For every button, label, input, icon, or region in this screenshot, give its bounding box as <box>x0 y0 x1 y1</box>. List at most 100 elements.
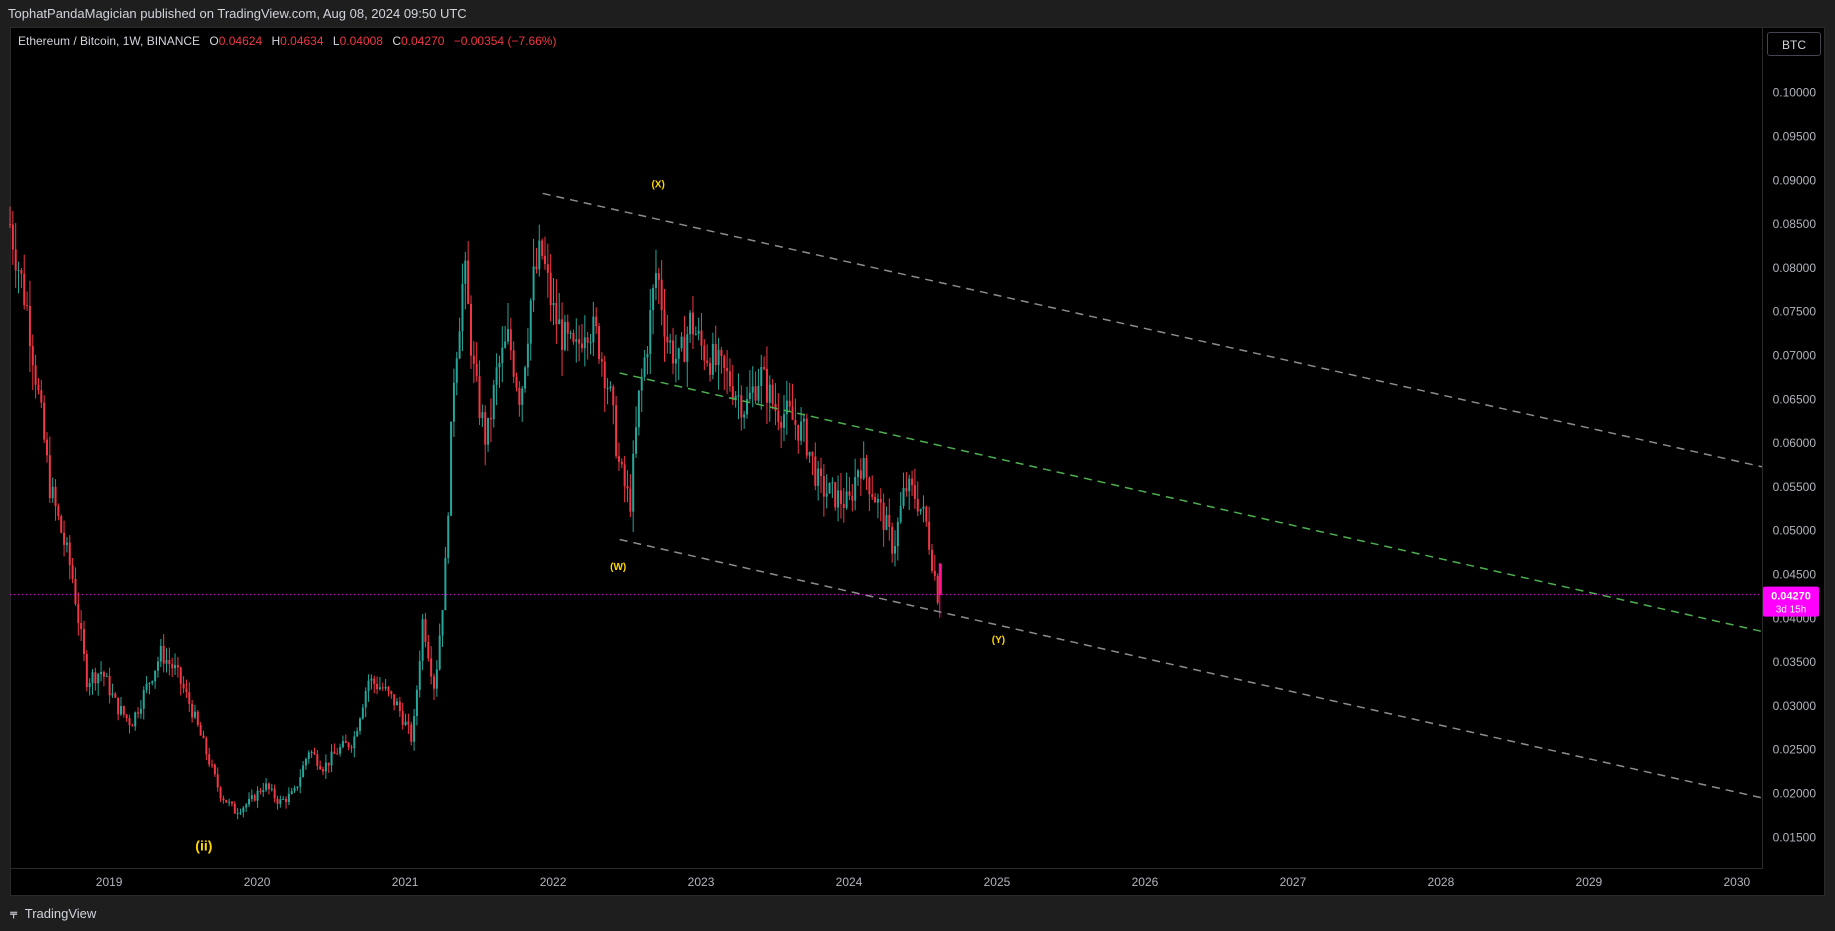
candle-body <box>546 264 549 273</box>
candle-body <box>632 453 635 512</box>
price-tick-label: 0.05500 <box>1773 480 1817 494</box>
currency-button[interactable]: BTC <box>1767 32 1821 56</box>
candle-body <box>262 789 265 793</box>
open-value: 0.04624 <box>218 34 263 48</box>
candle-body <box>88 683 91 688</box>
candle-body <box>859 470 862 479</box>
chart-frame[interactable] <box>10 27 1825 896</box>
candle-body <box>438 635 441 670</box>
candle-body <box>512 350 515 377</box>
candle-body <box>34 365 37 385</box>
candle-body <box>521 388 524 405</box>
candle-body <box>353 736 356 749</box>
candle-body <box>481 412 484 419</box>
candle-body <box>228 801 231 803</box>
candle-body <box>387 686 390 692</box>
candle-body <box>706 360 709 364</box>
candle-body <box>791 406 794 420</box>
candle-body <box>637 390 640 428</box>
candle-body <box>11 224 14 250</box>
time-tick-label: 2027 <box>1280 875 1307 889</box>
candle-body <box>165 659 168 664</box>
candle-body <box>728 371 731 387</box>
candle-body <box>464 260 467 284</box>
candle-body <box>245 804 248 808</box>
candle-body <box>361 707 364 719</box>
candle-body <box>595 316 598 327</box>
candle-body <box>720 349 723 356</box>
candle-body <box>612 386 615 406</box>
candle-body <box>635 427 638 454</box>
candle-body <box>484 412 487 445</box>
candle-body <box>413 716 416 742</box>
candle-body <box>148 683 151 685</box>
candle-body <box>444 557 447 611</box>
candle-body <box>333 751 336 754</box>
candle-body <box>370 678 373 681</box>
candle-body <box>236 813 239 815</box>
candle-body <box>122 706 125 715</box>
brand-text[interactable]: TradingView <box>24 906 97 921</box>
candle-body <box>754 386 757 401</box>
candle-body <box>842 503 845 509</box>
candle-body <box>561 319 564 350</box>
candle-body <box>569 333 572 335</box>
candle-body <box>868 477 871 495</box>
candle-body <box>902 488 905 507</box>
candle-body <box>347 742 350 748</box>
candle-body <box>908 478 911 492</box>
price-tick-label: 0.02000 <box>1773 787 1817 801</box>
candle-body <box>765 368 768 403</box>
candle-body <box>159 645 162 662</box>
candle-body <box>854 477 857 501</box>
candle-body <box>279 799 282 804</box>
time-tick-label: 2030 <box>1723 875 1750 889</box>
candle-body <box>270 788 273 790</box>
candle-body <box>37 384 40 391</box>
candle-body <box>703 345 706 361</box>
tradingview-logo-icon[interactable]: ⫧ <box>10 906 18 921</box>
candle-body <box>748 392 751 400</box>
publisher-bar: TophatPandaMagician published on Trading… <box>0 0 1835 27</box>
candle-body <box>296 786 299 789</box>
time-tick-label: 2022 <box>540 875 567 889</box>
candle-body <box>626 486 629 489</box>
candle-body <box>652 288 655 311</box>
candle-body <box>14 249 17 271</box>
candle-body <box>367 680 370 692</box>
candle-body <box>498 363 501 368</box>
candle-body <box>501 347 504 364</box>
candle-body <box>461 283 464 332</box>
candle-body <box>845 491 848 509</box>
candle-body <box>381 687 384 689</box>
candle-body <box>475 363 478 377</box>
candle-body <box>714 343 717 366</box>
candle-body <box>307 752 310 759</box>
candle-body <box>580 343 583 349</box>
candle-body <box>94 672 97 684</box>
candle-body <box>310 752 313 754</box>
candle-body <box>683 336 686 362</box>
candle-body <box>410 724 413 742</box>
candle-body <box>230 801 233 804</box>
candle-body <box>151 681 154 684</box>
candle-body <box>424 619 427 643</box>
candle-body <box>248 798 251 805</box>
candle-body <box>134 712 137 727</box>
candle-body <box>182 683 185 689</box>
candle-body <box>913 485 916 499</box>
price-tick-label: 0.09500 <box>1773 130 1817 144</box>
candle-body <box>478 376 481 419</box>
candle-body <box>515 376 518 388</box>
candle-body <box>820 468 823 477</box>
candle-body <box>48 455 51 499</box>
candle-body <box>384 686 387 689</box>
candle-body <box>697 330 700 334</box>
candle-body <box>415 689 418 717</box>
candle-body <box>54 486 57 507</box>
candle-body <box>925 506 928 522</box>
candle-body <box>276 798 279 804</box>
candle-body <box>202 735 205 739</box>
candle-body <box>768 384 771 403</box>
